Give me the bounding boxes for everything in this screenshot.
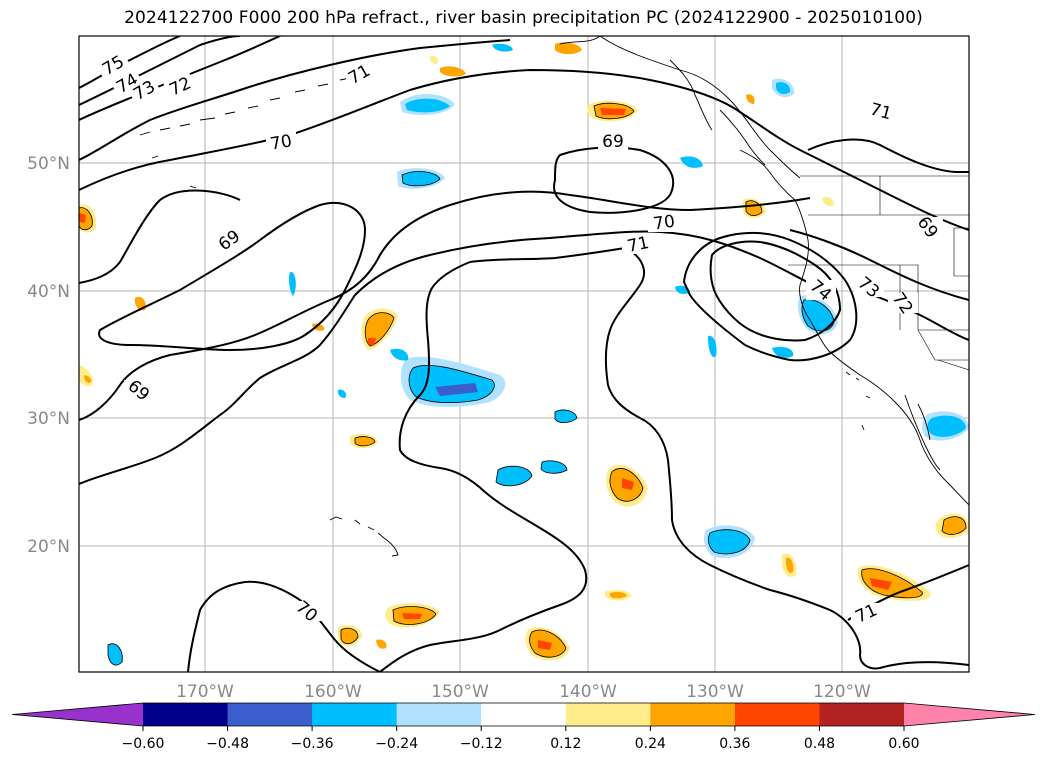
figure-title: 2024122700 F000 200 hPa refract., river … <box>124 8 923 28</box>
colorbar-segment <box>650 703 736 726</box>
contour-label-group: 75 74 73 72 70 71 69 69 70 71 69 69 74 <box>95 48 943 628</box>
lat-label: 20°N <box>27 537 70 557</box>
lat-label: 40°N <box>27 282 70 302</box>
contour-label: 70 <box>269 131 294 154</box>
positive-anomaly <box>79 42 969 661</box>
lon-label: 140°W <box>559 682 617 702</box>
contour-lines <box>79 36 969 672</box>
colorbar-segment <box>227 703 313 726</box>
lon-label: 120°W <box>813 682 871 702</box>
colorbar-tick-label: −0.24 <box>375 736 418 752</box>
contour-label: 71 <box>626 233 651 257</box>
latitude-labels: 50°N 40°N 30°N 20°N <box>27 154 70 557</box>
lon-label: 170°W <box>176 682 234 702</box>
colorbar-segment <box>312 703 398 726</box>
colorbar-segment <box>481 703 567 726</box>
colorbar-segment <box>396 703 482 726</box>
colorbar-tick-label: −0.12 <box>460 736 503 752</box>
lon-label: 130°W <box>686 682 744 702</box>
lat-label: 50°N <box>27 154 70 174</box>
colorbar: −0.60 −0.48 −0.36 −0.24 −0.12 0.12 0.24 0.36 0.4… <box>11 702 1036 752</box>
colorbar-tick-label: 0.60 <box>888 736 919 752</box>
contour-label: 70 <box>652 212 676 235</box>
lon-label: 150°W <box>431 682 489 702</box>
shaded-anomalies <box>79 42 969 666</box>
colorbar-segment <box>734 703 820 726</box>
map-frame <box>78 35 970 673</box>
colorbar-extend-low <box>12 703 143 726</box>
colorbar-tick-label: −0.60 <box>122 736 165 752</box>
colorbar-extend-high <box>904 703 1035 726</box>
longitude-labels: 170°W 160°W 150°W 140°W 130°W 120°W <box>176 682 871 702</box>
lon-label: 160°W <box>304 682 362 702</box>
negative-anomaly <box>107 43 969 666</box>
colorbar-segment <box>565 703 651 726</box>
contour-label: 69 <box>602 132 624 152</box>
colorbar-tick-label: 0.24 <box>635 736 666 752</box>
colorbar-segment <box>143 703 229 726</box>
coastlines <box>139 36 969 557</box>
colorbar-tick-label: −0.48 <box>206 736 249 752</box>
lat-label: 30°N <box>27 409 70 429</box>
colorbar-tick-label: 0.12 <box>550 736 581 752</box>
colorbar-tick-label: −0.36 <box>291 736 334 752</box>
map-background <box>79 36 969 672</box>
colorbar-tick-label: 0.48 <box>804 736 835 752</box>
colorbar-segment <box>819 703 905 726</box>
colorbar-tick-label: 0.36 <box>719 736 750 752</box>
